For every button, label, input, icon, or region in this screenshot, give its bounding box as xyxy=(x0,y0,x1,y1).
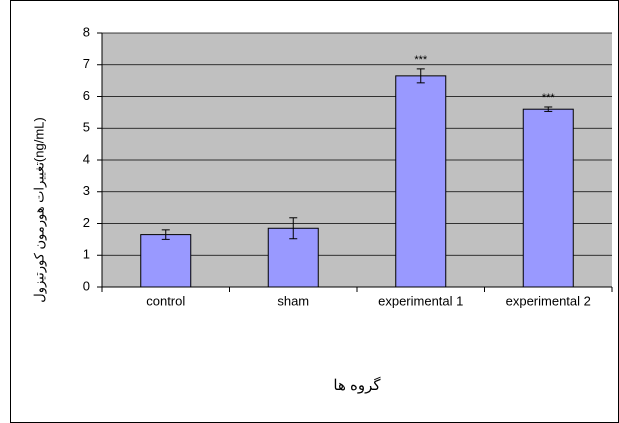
y-tick-label: 1 xyxy=(83,247,90,262)
y-tick-label: 2 xyxy=(83,215,90,230)
y-tick-label: 8 xyxy=(83,24,90,39)
y-tick-label: 4 xyxy=(83,151,90,166)
x-axis-label: گروه ها xyxy=(333,376,381,394)
x-tick-label: control xyxy=(146,293,185,308)
x-tick-label: experimental 1 xyxy=(378,293,463,308)
y-tick-label: 7 xyxy=(83,56,90,71)
y-tick-label: 0 xyxy=(83,278,90,293)
y-axis-label: تغییرات هورمون کورتیزول(ng/mL) xyxy=(31,117,47,302)
y-tick-label: 3 xyxy=(83,183,90,198)
significance-label: *** xyxy=(414,54,428,66)
bar xyxy=(395,75,447,288)
significance-label: *** xyxy=(542,92,556,104)
x-tick-label: experimental 2 xyxy=(506,293,591,308)
x-tick-label: sham xyxy=(277,293,309,308)
y-tick-label: 5 xyxy=(83,120,90,135)
bar xyxy=(140,234,192,288)
y-tick-label: 6 xyxy=(83,88,90,103)
bar xyxy=(522,108,574,288)
